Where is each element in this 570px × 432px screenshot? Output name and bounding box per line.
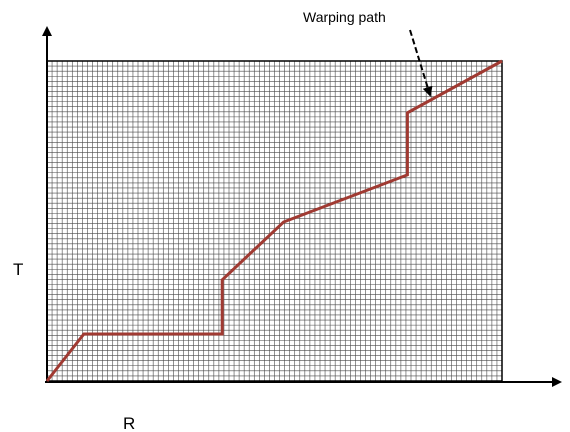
annotation-label: Warping path bbox=[303, 9, 386, 25]
annotation-arrow bbox=[409, 29, 433, 97]
grid-lines bbox=[47, 61, 502, 381]
x-axis-label: R bbox=[123, 414, 135, 432]
y-axis-label: T bbox=[13, 260, 23, 279]
warping-path-line bbox=[45, 59, 503, 382]
